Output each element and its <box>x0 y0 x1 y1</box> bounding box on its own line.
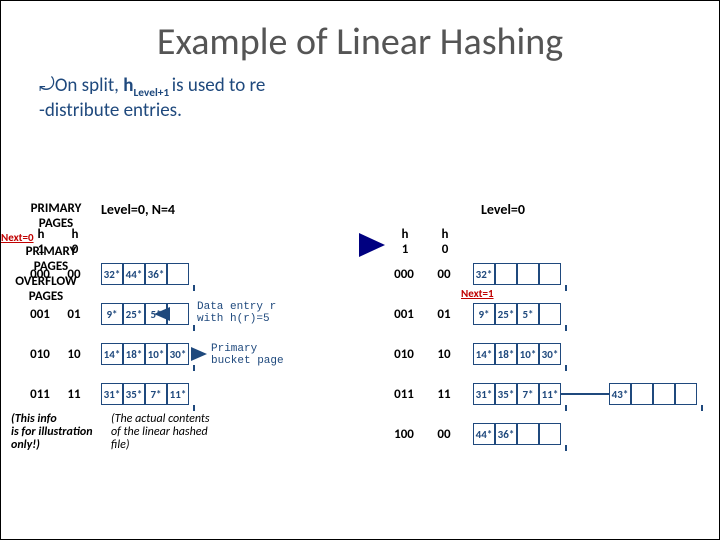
left-h1-hdr: h1 <box>29 227 53 257</box>
left-footnote: (This infois for illustrationonly!) <box>11 413 111 453</box>
right-r0-h1: 000 <box>389 267 419 282</box>
right-h0-hdr: h0 <box>433 227 457 257</box>
left-r0-bucket: 32*44*36* <box>101 263 189 285</box>
right-next-label: Next=1 <box>461 287 494 300</box>
right-r2-bucket: 14*18*10*30* <box>473 343 561 365</box>
diagram-stage: Level=0, N=4 Level=0 h1 h0 PRIMARYPAGES … <box>1 201 719 539</box>
left-r2-h1: 010 <box>25 347 55 362</box>
left-filenote: (The actual contentsof the linear hashed… <box>111 413 241 453</box>
left-r2-h0: 10 <box>59 347 89 362</box>
right-r3-h0: 11 <box>429 387 459 402</box>
right-r4-h1: 100 <box>389 427 419 442</box>
right-r1-bucket: 9*25*5* <box>473 303 561 325</box>
right-h1-hdr: h1 <box>393 227 417 257</box>
arrow-icon <box>154 307 170 321</box>
left-r1-bucket: 9*25*5* <box>101 303 189 325</box>
left-r0-h0: 00 <box>59 267 89 282</box>
note-entry: Data entry rwith h(r)=5 <box>197 301 276 325</box>
right-r2-h0: 10 <box>429 347 459 362</box>
right-r3-overflow: 43* <box>609 383 697 405</box>
left-label: Level=0, N=4 <box>101 201 175 218</box>
right-label: Level=0 <box>481 201 525 218</box>
intro-text: ⤾On split, hLevel+1 is used to re -distr… <box>39 75 679 123</box>
right-r1-h1: 001 <box>389 307 419 322</box>
left-r0-h1: 000 <box>25 267 55 282</box>
left-r1-h1: 001 <box>25 307 55 322</box>
right-r3-bucket: 31*35*7*11* <box>473 383 561 405</box>
overflow-link <box>561 393 609 395</box>
left-r3-h1: 011 <box>25 387 55 402</box>
right-r0-bucket: 32* <box>473 263 561 285</box>
arrow-icon <box>191 347 207 361</box>
left-r3-h0: 11 <box>59 387 89 402</box>
left-r2-bucket: 14*18*10*30* <box>101 343 189 365</box>
note-primary: Primarybucket page <box>211 343 284 367</box>
right-r0-h0: 00 <box>429 267 459 282</box>
right-r1-h0: 01 <box>429 307 459 322</box>
big-arrow-icon <box>359 233 385 257</box>
right-r4-h0: 00 <box>429 427 459 442</box>
right-r4-bucket: 44*36* <box>473 423 561 445</box>
right-r2-h1: 010 <box>389 347 419 362</box>
page-title: Example of Linear Hashing <box>1 19 719 65</box>
left-r3-bucket: 31*35*7*11* <box>101 383 189 405</box>
left-r1-h0: 01 <box>59 307 89 322</box>
left-primary-hdr: PRIMARYPAGES <box>1 201 111 231</box>
left-h0-hdr: h0 <box>63 227 87 257</box>
right-r3-h1: 011 <box>389 387 419 402</box>
